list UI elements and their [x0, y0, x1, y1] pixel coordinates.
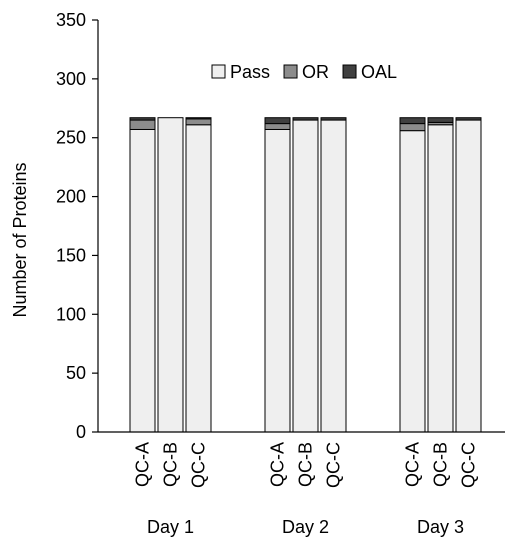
- bar-segment-oal-day-2-qc-a: [264, 117, 291, 125]
- y-tick-label: 150: [56, 245, 86, 265]
- y-tick-label: 0: [76, 422, 86, 442]
- x-tick-label: QC-B: [431, 442, 451, 487]
- bar-segment-oal-day-3-qc-a: [399, 117, 426, 125]
- x-tick-label: QC-B: [161, 442, 181, 487]
- y-tick-label: 200: [56, 187, 86, 207]
- y-axis-title: Number of Proteins: [10, 162, 30, 317]
- legend-swatch-oal: [342, 64, 357, 79]
- bar-segment-oal-day-3-qc-c: [455, 117, 482, 121]
- bar-segment-pass-day-1-qc-b: [157, 117, 184, 433]
- x-tick-label: QC-C: [324, 442, 344, 488]
- bar-segment-pass-day-1-qc-a: [129, 128, 156, 433]
- x-tick-label: QC-A: [268, 442, 288, 487]
- bar-segment-oal-day-2-qc-c: [320, 117, 347, 121]
- y-tick-label: 350: [56, 10, 86, 30]
- legend-label-pass: Pass: [230, 62, 270, 82]
- x-tick-label: QC-C: [189, 442, 209, 488]
- bar-segment-oal-day-2-qc-b: [292, 117, 319, 121]
- bar-segment-pass-day-2-qc-b: [292, 119, 319, 433]
- bar-segment-pass-day-2-qc-c: [320, 119, 347, 433]
- bar-segment-or-day-1-qc-c: [185, 118, 212, 126]
- bar-segment-pass-day-3-qc-a: [399, 130, 426, 433]
- bar-segment-or-day-1-qc-a: [129, 119, 156, 130]
- bar-segment-oal-day-1-qc-c: [185, 117, 212, 120]
- x-tick-label: QC-A: [403, 442, 423, 487]
- bar-segment-pass-day-2-qc-a: [264, 128, 291, 433]
- bar-segment-or-day-2-qc-a: [264, 123, 291, 130]
- group-label: Day 1: [147, 517, 194, 537]
- x-tick-label: QC-C: [459, 442, 479, 488]
- y-tick-label: 250: [56, 128, 86, 148]
- legend-swatch-or: [283, 64, 298, 79]
- bar-segment-pass-day-3-qc-c: [455, 119, 482, 433]
- group-label: Day 2: [282, 517, 329, 537]
- x-tick-label: QC-A: [133, 442, 153, 487]
- y-tick-label: 300: [56, 69, 86, 89]
- group-label: Day 3: [417, 517, 464, 537]
- y-tick-label: 100: [56, 304, 86, 324]
- bar-segment-oal-day-1-qc-a: [129, 117, 156, 121]
- legend-label-or: OR: [302, 62, 329, 82]
- legend-swatch-pass: [211, 64, 226, 79]
- bar-segment-oal-day-3-qc-b: [427, 117, 454, 123]
- bar-segment-or-day-3-qc-a: [399, 123, 426, 132]
- bar-segment-pass-day-3-qc-b: [427, 124, 454, 433]
- bar-segment-pass-day-1-qc-c: [185, 124, 212, 433]
- y-tick-label: 50: [66, 363, 86, 383]
- x-tick-label: QC-B: [296, 442, 316, 487]
- legend-label-oal: OAL: [361, 62, 397, 82]
